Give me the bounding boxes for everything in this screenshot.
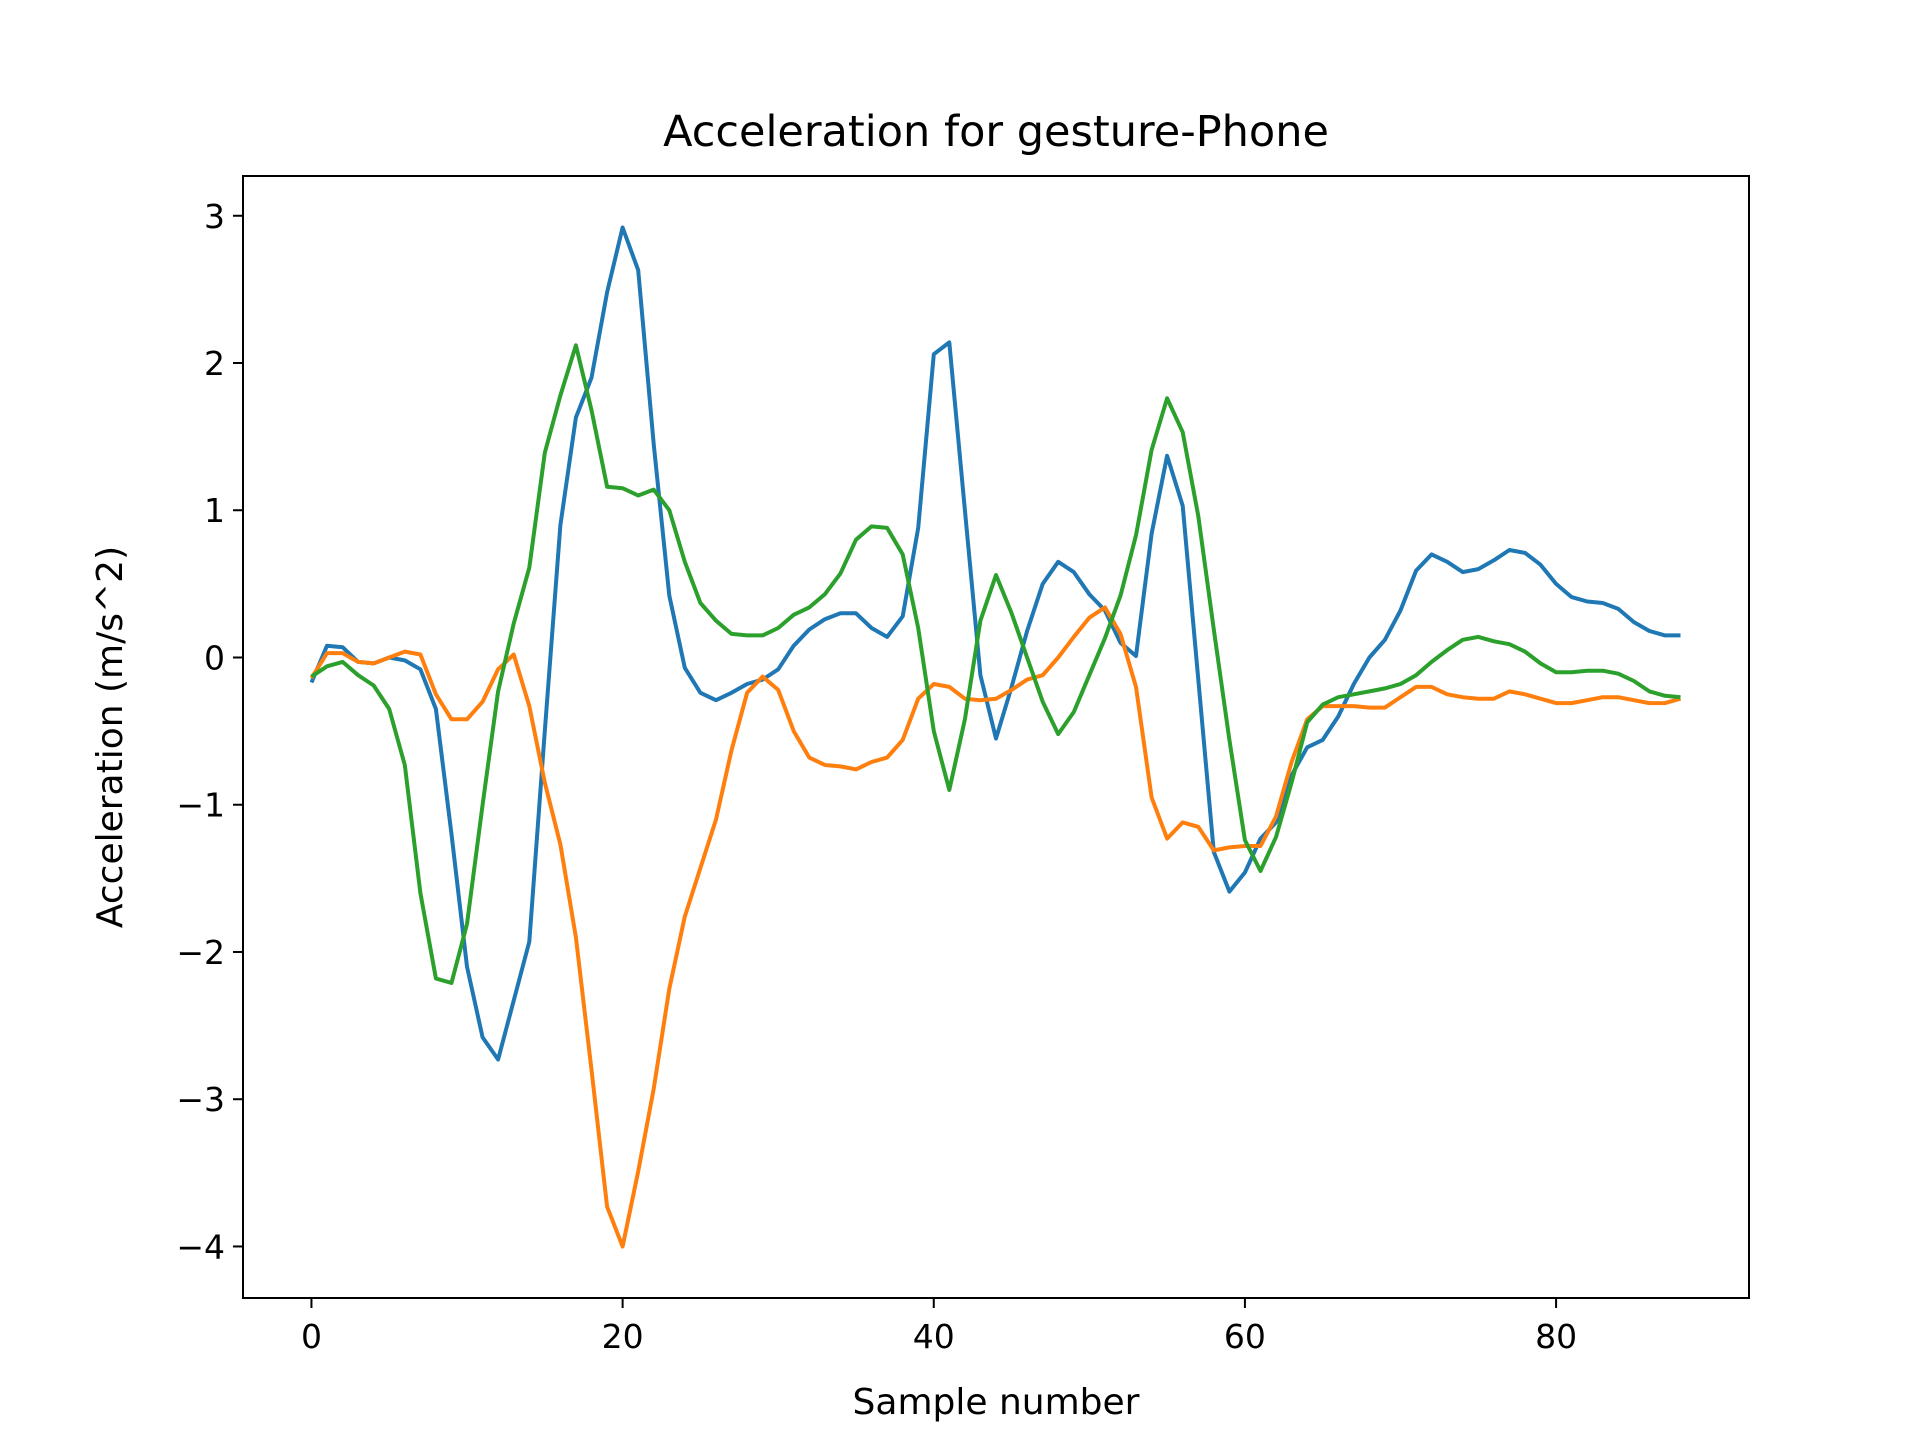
chart-title: Acceleration for gesture-Phone [663,107,1329,157]
plot-area-frame [242,175,1750,1299]
y-tick-label: −4 [176,1227,225,1266]
x-tick-label: 0 [301,1317,322,1356]
y-tick-label: −2 [176,933,225,972]
y-tick-label: 1 [204,491,225,530]
y-tick-label: −1 [176,786,225,825]
x-tick-label: 80 [1535,1317,1577,1356]
series-line-3 [310,343,1681,985]
x-tick-label: 20 [602,1317,644,1356]
y-axis-title: Acceleration (m/s^2) [90,546,131,928]
y-tick-label: 0 [204,638,225,677]
series-group [309,225,1682,1249]
y-tick-label: −3 [176,1080,225,1119]
y-axis: −4 −3 −2 −1 0 1 2 3 [176,197,243,1266]
x-tick-label: 40 [913,1317,955,1356]
x-axis: 0 20 40 60 80 [301,1298,1577,1356]
x-axis-title: Sample number [853,1382,1140,1423]
series-line-1 [309,225,1681,1062]
x-tick-label: 60 [1224,1317,1266,1356]
y-tick-label: 2 [204,344,225,383]
series-line-2 [309,605,1682,1249]
y-tick-label: 3 [204,197,225,236]
